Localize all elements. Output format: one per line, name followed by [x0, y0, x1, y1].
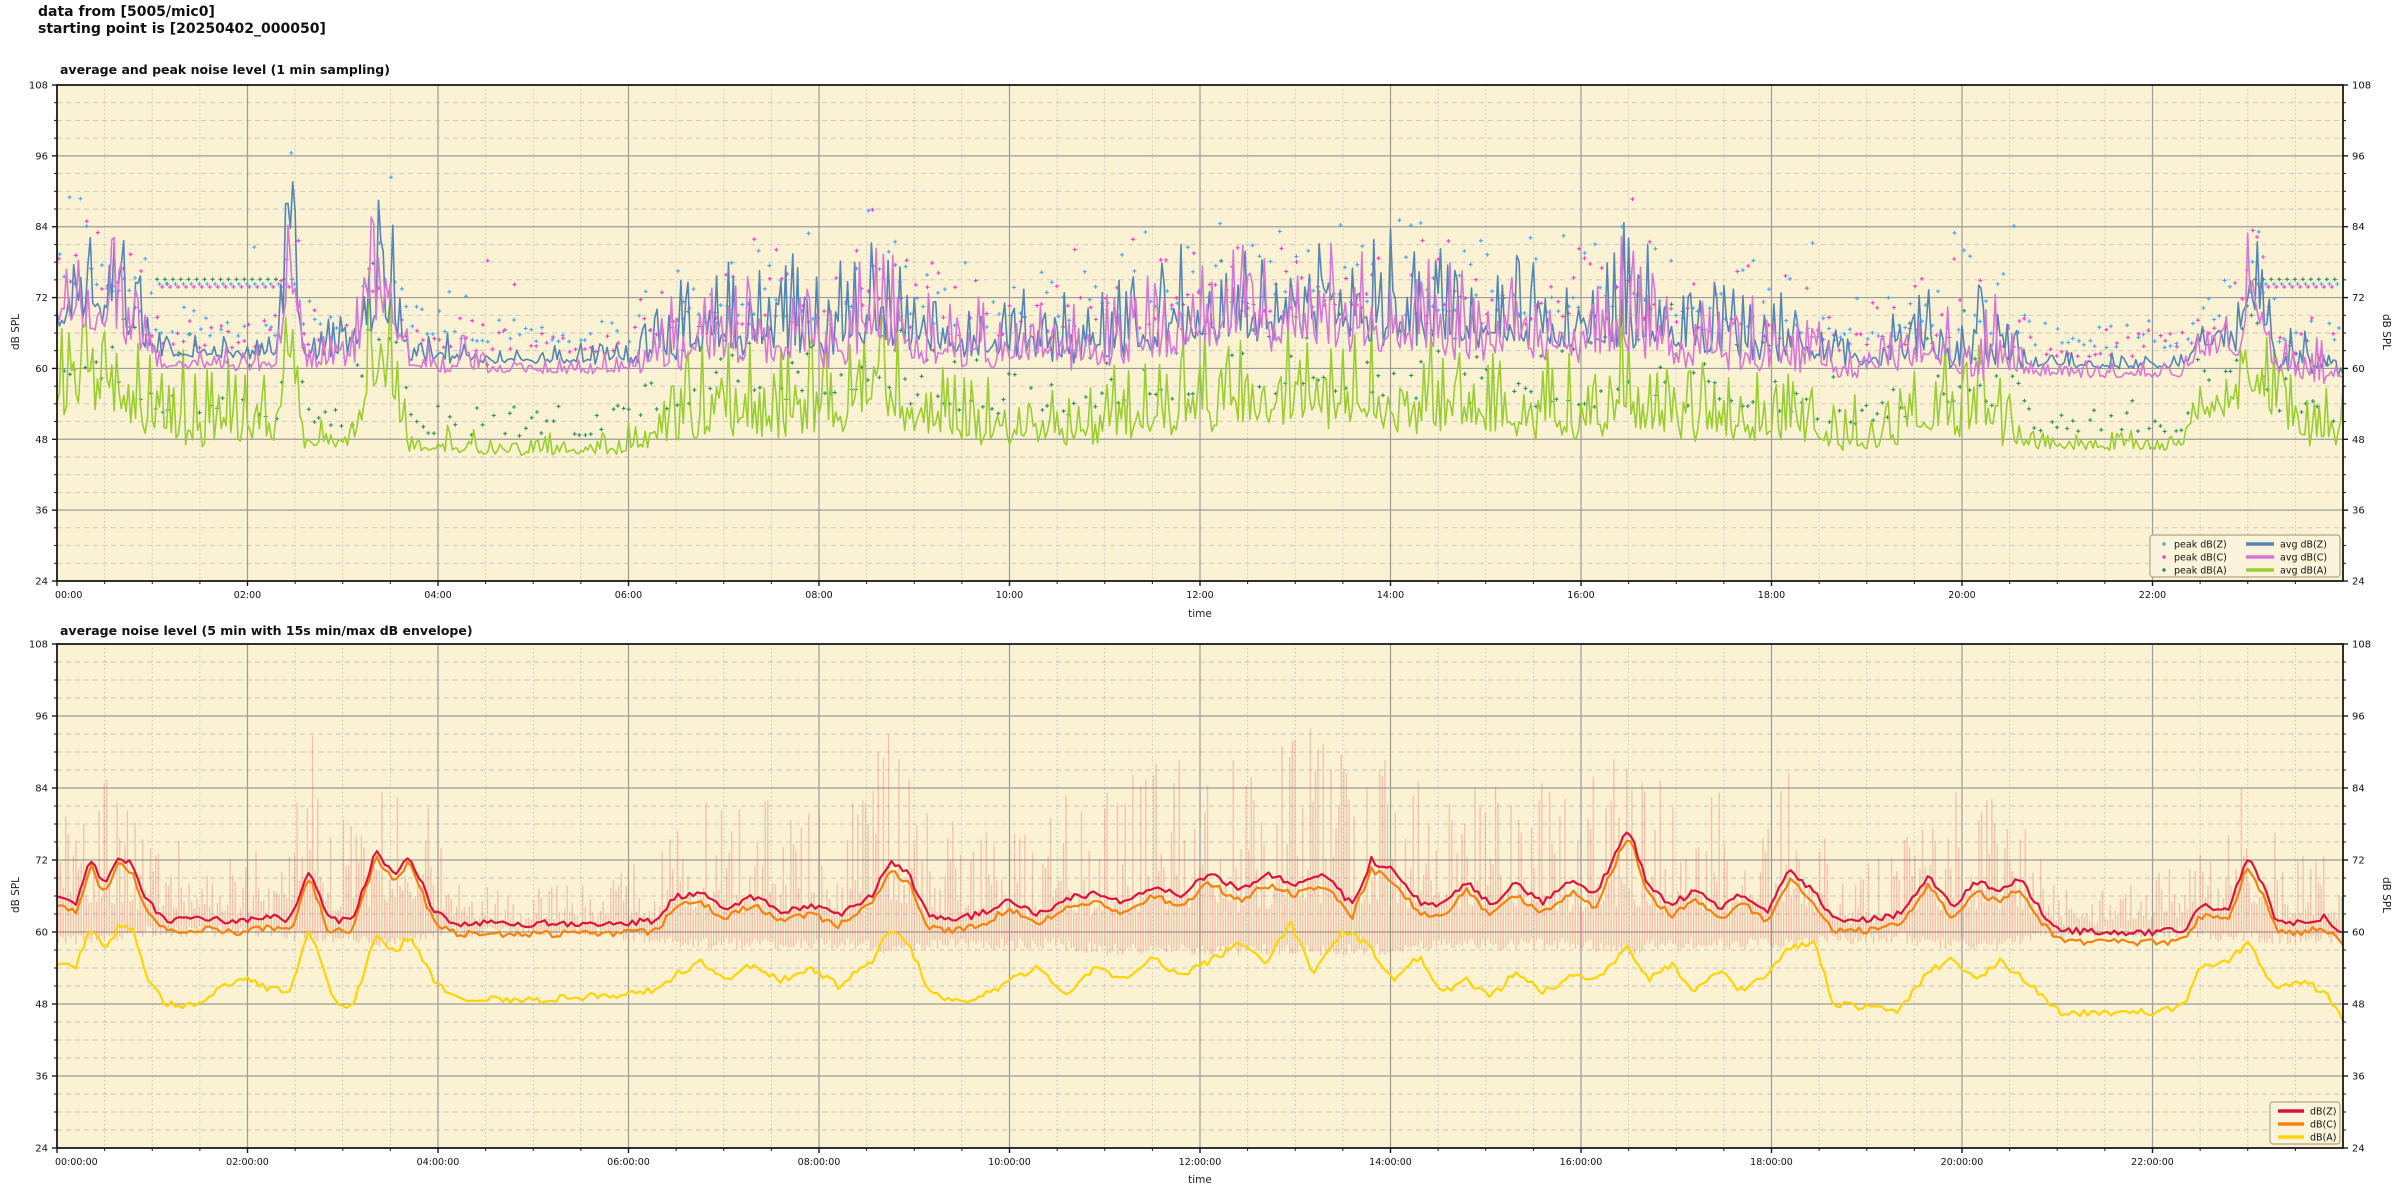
bottom-x-axis-label: time	[1188, 1174, 1212, 1186]
y-tick-label: 84	[35, 784, 48, 795]
scatter-peakdb(c	[56, 197, 2336, 359]
x-tick-label: 10:00	[996, 590, 1023, 601]
x-tick-label: 08:00:00	[798, 1157, 841, 1168]
scatter-peakdb(z	[57, 150, 2341, 350]
legend: dB(Z) dB(C) dB(A)	[2269, 1101, 2341, 1145]
top-chart: 24 24 36 36 48 48 60 60 72 72 84 84 96 96 108 108 00:00 0…	[29, 81, 2371, 602]
y-tick-label: 72	[35, 293, 48, 304]
x-tick-label: 20:00	[1948, 590, 1975, 601]
y-tick-label: 24	[2352, 1144, 2365, 1155]
legend-box	[2149, 534, 2341, 578]
line-db(c	[56, 839, 2344, 947]
y-tick-label: 24	[35, 577, 48, 588]
y-tick-label: 108	[29, 81, 48, 92]
minmax-envelope	[57, 729, 2343, 956]
x-tick-label: 06:00	[615, 590, 642, 601]
x-tick-label: 20:00:00	[1941, 1157, 1984, 1168]
x-tick-label: 00:00	[55, 590, 82, 601]
y-tick-label: 96	[35, 151, 48, 162]
bottom-chart-title: average noise level (5 min with 15s min/…	[60, 623, 473, 638]
legend-marker-icon	[2162, 542, 2166, 546]
legend: peak dB(Z) peak dB(C) peak dB(A) avg dB(Z) a…	[2149, 534, 2341, 578]
y-tick-label: 36	[35, 506, 48, 517]
line-db(z	[56, 831, 2344, 937]
x-tick-label: 00:00:00	[55, 1157, 98, 1168]
x-tick-label: 08:00	[805, 590, 832, 601]
line-avgdb(a	[56, 270, 2344, 456]
x-tick-label: 06:00:00	[607, 1157, 650, 1168]
tick-labels: 24 24 36 36 48 48 60 60 72 72 84 84 96 96 108 108 00:00:…	[29, 640, 2371, 1169]
y-tick-label: 96	[35, 712, 48, 723]
y-tick-label: 24	[2352, 577, 2365, 588]
bottom-chart: 24 24 36 36 48 48 60 60 72 72 84 84 96 96 108 108 00:00:…	[29, 640, 2371, 1169]
top-y-axis-label-right: dB SPL	[2380, 313, 2392, 351]
y-tick-label: 48	[35, 435, 48, 446]
y-tick-label: 60	[2352, 364, 2365, 375]
y-tick-label: 108	[2352, 81, 2371, 92]
header-line-2: starting point is [20250402_000050]	[38, 21, 326, 37]
x-tick-label: 10:00:00	[988, 1157, 1031, 1168]
y-tick-label: 72	[2352, 856, 2365, 867]
x-tick-label: 16:00	[1567, 590, 1594, 601]
y-tick-label: 72	[2352, 293, 2365, 304]
legend-marker-icon	[2162, 568, 2166, 572]
y-tick-label: 48	[2352, 435, 2365, 446]
y-tick-label: 96	[2352, 712, 2365, 723]
bottom-y-axis-label-left: dB SPL	[10, 876, 22, 914]
legend-label: peak dB(C)	[2174, 553, 2227, 564]
legend-marker-icon	[2162, 555, 2166, 559]
line-avgdb(c	[56, 216, 2344, 384]
legend-label: dB(A)	[2310, 1133, 2336, 1144]
y-tick-label: 84	[2352, 222, 2365, 233]
x-tick-label: 14:00	[1377, 590, 1404, 601]
line-db(a	[56, 921, 2345, 1022]
legend-label: avg dB(Z)	[2280, 540, 2327, 551]
x-tick-label: 16:00:00	[1560, 1157, 1603, 1168]
x-tick-label: 04:00	[424, 590, 451, 601]
y-tick-label: 108	[29, 640, 48, 651]
legend-label: peak dB(A)	[2174, 566, 2227, 577]
x-tick-label: 02:00:00	[226, 1157, 269, 1168]
x-tick-label: 18:00:00	[1750, 1157, 1793, 1168]
y-tick-label: 36	[2352, 1072, 2365, 1083]
x-tick-label: 22:00	[2139, 590, 2166, 601]
y-tick-label: 36	[35, 1072, 48, 1083]
tick-labels: 24 24 36 36 48 48 60 60 72 72 84 84 96 96 108 108 00:00 0…	[29, 81, 2371, 602]
x-tick-label: 12:00	[1186, 590, 1213, 601]
y-tick-label: 48	[35, 1000, 48, 1011]
y-tick-label: 60	[35, 364, 48, 375]
legend-label: dB(C)	[2310, 1120, 2337, 1131]
y-tick-label: 48	[2352, 1000, 2365, 1011]
legend-label: avg dB(A)	[2280, 566, 2327, 577]
y-tick-label: 24	[35, 1144, 48, 1155]
x-tick-label: 02:00	[234, 590, 261, 601]
line-avgdb(z	[56, 181, 2344, 377]
y-tick-label: 108	[2352, 640, 2371, 651]
header-line-1: data from [5005/mic0]	[38, 4, 215, 20]
legend-label: dB(Z)	[2310, 1107, 2336, 1118]
scatter-peakdb(a	[62, 258, 2337, 438]
top-x-axis-label: time	[1188, 608, 1212, 620]
legend-label: peak dB(Z)	[2174, 540, 2227, 551]
x-tick-label: 12:00:00	[1179, 1157, 1222, 1168]
y-tick-label: 84	[35, 222, 48, 233]
x-tick-label: 14:00:00	[1369, 1157, 1412, 1168]
y-tick-label: 96	[2352, 151, 2365, 162]
y-tick-label: 60	[2352, 928, 2365, 939]
legend-label: avg dB(C)	[2280, 553, 2327, 564]
x-tick-label: 22:00:00	[2131, 1157, 2174, 1168]
top-y-axis-label-left: dB SPL	[10, 313, 22, 351]
y-tick-label: 36	[2352, 506, 2365, 517]
y-tick-label: 84	[2352, 784, 2365, 795]
bottom-y-axis-label-right: dB SPL	[2380, 876, 2392, 914]
x-tick-label: 18:00	[1758, 590, 1785, 601]
x-tick-label: 04:00:00	[417, 1157, 460, 1168]
y-tick-label: 72	[35, 856, 48, 867]
y-tick-label: 60	[35, 928, 48, 939]
top-chart-title: average and peak noise level (1 min samp…	[60, 62, 390, 77]
